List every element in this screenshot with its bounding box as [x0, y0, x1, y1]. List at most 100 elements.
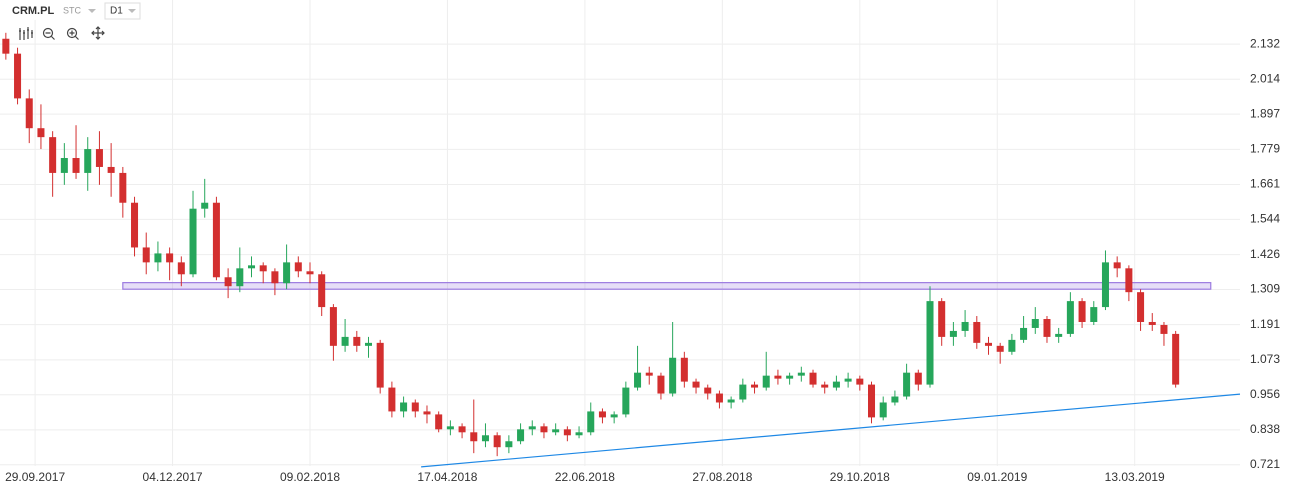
candle-body — [1078, 301, 1086, 322]
y-tick-label: 1.897 — [1250, 106, 1280, 120]
candle-body — [692, 381, 700, 388]
candle-body — [669, 357, 677, 394]
candle-body — [587, 411, 595, 433]
candle-body — [634, 372, 642, 388]
y-tick-label: 1.309 — [1250, 282, 1280, 296]
y-tick-label: 1.426 — [1250, 247, 1280, 261]
candle-body — [248, 265, 256, 269]
y-tick-label: 0.956 — [1250, 387, 1280, 401]
candle-body — [540, 426, 548, 433]
candle-body — [411, 402, 419, 412]
candle-body — [821, 384, 829, 388]
candle-body — [1090, 307, 1098, 322]
candle-body — [832, 381, 840, 388]
zoom-out-tool[interactable] — [42, 27, 54, 39]
candle-body — [1113, 262, 1121, 269]
candle-body — [446, 426, 454, 430]
grid — [0, 0, 1240, 466]
candle-body — [1020, 327, 1028, 340]
candle-body — [49, 137, 57, 173]
trendline — [421, 393, 1241, 468]
candle-body — [868, 384, 876, 418]
candle-body — [926, 301, 934, 385]
candle-body — [341, 336, 349, 346]
candle-body — [739, 384, 747, 400]
zoom-out-icon — [45, 32, 55, 40]
candle-body — [762, 375, 770, 388]
candle-body — [774, 375, 782, 379]
candle-body — [622, 387, 630, 415]
candle-body — [903, 372, 911, 397]
candle-body — [645, 372, 653, 376]
candle-body — [727, 399, 735, 403]
chart-type-tool[interactable] — [19, 27, 33, 40]
candle-body — [949, 330, 957, 337]
source[interactable]: STC — [63, 5, 82, 15]
candle-body — [856, 378, 864, 385]
candle-body — [119, 172, 127, 203]
candle-body — [353, 336, 361, 346]
header: CRM.PL STC D1 — [0, 0, 145, 40]
candle-body — [973, 321, 981, 343]
marks — [2, 32, 1241, 468]
candle-body — [517, 429, 525, 442]
candle-body — [575, 432, 583, 436]
candle-body — [131, 202, 139, 248]
candle-body — [598, 411, 606, 418]
candle-body — [376, 342, 384, 388]
candle-body — [797, 372, 805, 376]
candle-body — [1066, 301, 1074, 334]
candle-body — [1137, 292, 1145, 322]
candle-body — [458, 426, 466, 433]
resistance-zone — [122, 282, 1212, 290]
candle-body — [879, 402, 887, 418]
candle-body — [37, 128, 45, 138]
candle-body — [60, 158, 68, 173]
x-tick-label: 17.04.2018 — [417, 470, 477, 484]
candle-body — [2, 38, 10, 54]
candle-body — [715, 393, 723, 403]
candle-body — [166, 253, 174, 263]
candle-body — [142, 247, 150, 263]
candle-body — [329, 307, 337, 346]
x-tick-label: 09.01.2019 — [967, 470, 1027, 484]
candle-body — [306, 271, 314, 275]
candle-body — [14, 53, 22, 99]
candle-body — [1008, 339, 1016, 352]
candle-body — [25, 98, 33, 129]
candle-body — [657, 375, 665, 394]
candle-body — [891, 396, 899, 403]
candle-body — [423, 411, 431, 415]
candle-body — [212, 202, 220, 278]
pan-tool[interactable] — [91, 26, 105, 40]
x-tick-label: 04.12.2017 — [143, 470, 203, 484]
toolbar — [19, 26, 105, 40]
candle-body — [388, 387, 396, 412]
candle-body — [1101, 262, 1109, 308]
candle-body — [95, 149, 103, 167]
interval-box[interactable] — [104, 2, 141, 20]
x-tick-label: 27.08.2018 — [692, 470, 752, 484]
x-tick-label: 13.03.2019 — [1105, 470, 1165, 484]
candle-body — [1148, 321, 1156, 325]
zoom-in-tool[interactable] — [66, 27, 78, 39]
candle-body — [435, 414, 443, 430]
candle-body — [236, 268, 244, 287]
candle-body — [563, 429, 571, 436]
interval[interactable]: D1 — [110, 6, 123, 17]
candle-body — [938, 301, 946, 337]
candle-body — [107, 166, 115, 173]
candle-body — [271, 271, 279, 284]
x-tick-label: 22.06.2018 — [555, 470, 615, 484]
candle-body — [294, 262, 302, 272]
candle-body — [1172, 333, 1180, 385]
symbol[interactable]: CRM.PL — [12, 5, 54, 17]
candle-body — [201, 202, 209, 209]
candle-body — [318, 274, 326, 308]
x-tick-label: 09.02.2018 — [280, 470, 340, 484]
candle-body — [283, 262, 291, 284]
candle-body — [751, 384, 759, 388]
source-dropdown[interactable] — [88, 9, 96, 13]
